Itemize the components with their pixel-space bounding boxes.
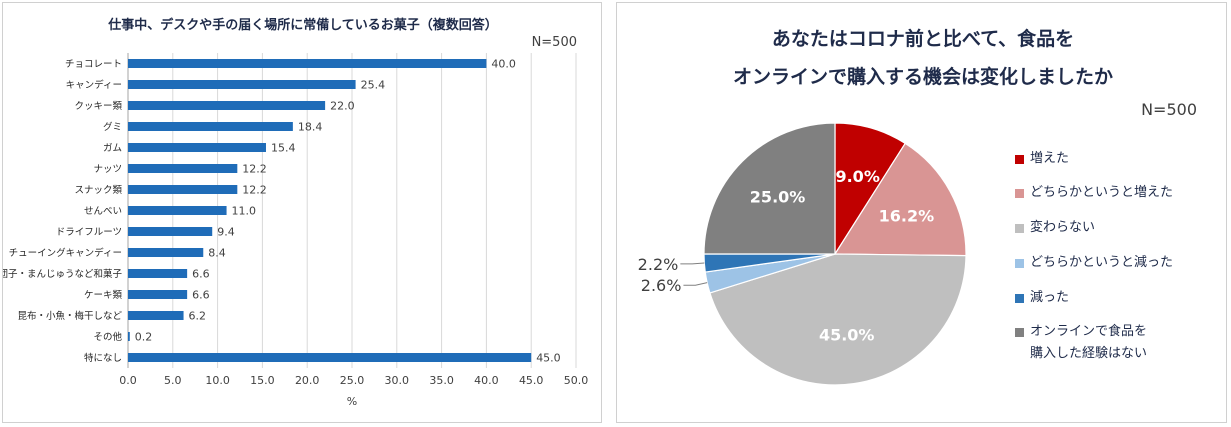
bar bbox=[128, 332, 130, 341]
category-label: スナック類 bbox=[74, 185, 122, 196]
bar-value-label: 9.4 bbox=[217, 226, 235, 239]
pie-leader-line bbox=[683, 282, 708, 286]
bar bbox=[128, 80, 356, 89]
pie-slice bbox=[833, 142, 967, 257]
bar bbox=[128, 206, 227, 215]
x-tick-label: 20.0 bbox=[295, 374, 320, 387]
category-label: チョコレート bbox=[65, 59, 122, 70]
x-axis-label: % bbox=[347, 395, 357, 408]
bar-value-label: 0.2 bbox=[135, 331, 153, 344]
category-label: ドライフルーツ bbox=[56, 227, 122, 238]
category-label: 特になし bbox=[84, 352, 122, 364]
bar-value-label: 12.2 bbox=[242, 184, 267, 197]
legend-swatch bbox=[1015, 328, 1024, 337]
bar bbox=[128, 290, 188, 299]
category-label: ナッツ bbox=[93, 164, 122, 175]
category-label: せんべい bbox=[84, 206, 122, 217]
pie-leader-line bbox=[680, 262, 705, 265]
legend-item: どちらかというと減った bbox=[1015, 252, 1173, 274]
legend-item: 変わらない bbox=[1015, 217, 1095, 239]
pie-chart-title-line-1: あなたはコロナ前と比べて、食品を bbox=[772, 27, 1074, 50]
bar-value-label: 15.4 bbox=[271, 142, 296, 155]
bar-value-label: 12.2 bbox=[242, 163, 267, 176]
legend-label: 増えた bbox=[1030, 151, 1070, 166]
pie-chart-title-line-2: オンラインで購入する機会は変化しましたか bbox=[733, 65, 1113, 88]
pie-chart-panel: あなたはコロナ前と比べて、食品をオンラインで購入する機会は変化しましたか N=50… bbox=[616, 2, 1227, 423]
legend-swatch bbox=[1015, 224, 1024, 233]
pie-slice-label: 2.2% bbox=[638, 255, 679, 274]
x-tick-label: 35.0 bbox=[429, 374, 454, 387]
x-tick-label: 45.0 bbox=[519, 374, 544, 387]
bar bbox=[128, 311, 184, 320]
bar-value-label: 40.0 bbox=[491, 58, 516, 71]
pie-slice-label: 9.0% bbox=[835, 167, 879, 186]
bar-value-label: 6.2 bbox=[189, 310, 207, 323]
bar-value-label: 22.0 bbox=[330, 100, 355, 113]
x-tick-label: 30.0 bbox=[385, 374, 410, 387]
legend-item: オンラインで食品を 購入した経験はない bbox=[1015, 321, 1147, 365]
category-label: ケーキ類 bbox=[84, 290, 123, 301]
bar-value-label: 6.6 bbox=[192, 268, 210, 281]
bar bbox=[128, 101, 326, 110]
x-tick-label: 25.0 bbox=[340, 374, 365, 387]
bar-value-label: 6.6 bbox=[192, 289, 210, 302]
bar bbox=[128, 164, 238, 173]
pie-chart-n-label: N=500 bbox=[1141, 100, 1197, 119]
category-label: ガム bbox=[103, 143, 122, 154]
pie-slice-label: 2.6% bbox=[641, 276, 682, 295]
bar bbox=[128, 353, 532, 362]
bar bbox=[128, 143, 266, 152]
category-label: キャンディー bbox=[66, 79, 122, 91]
bar-value-label: 8.4 bbox=[208, 247, 226, 260]
bar bbox=[128, 227, 213, 236]
bar-value-label: 45.0 bbox=[536, 352, 561, 365]
bar bbox=[128, 185, 238, 194]
bar-chart: 仕事中、デスクや手の届く場所に常備しているお菓子（複数回答） N=500 0.0 5.… bbox=[3, 17, 589, 408]
bar-value-label: 11.0 bbox=[232, 205, 257, 218]
x-tick-label: 5.0 bbox=[164, 374, 182, 387]
category-label: チューイングキャンディー bbox=[9, 247, 122, 259]
pie-slice bbox=[709, 253, 967, 386]
pie-slice-label: 16.2% bbox=[879, 206, 935, 225]
category-label: その他 bbox=[93, 331, 122, 343]
bar-value-label: 25.4 bbox=[361, 79, 386, 92]
bar-chart-n-label: N=500 bbox=[532, 35, 577, 50]
x-tick-label: 0.0 bbox=[119, 374, 137, 387]
bar-value-label: 18.4 bbox=[298, 121, 323, 134]
x-tick-label: 15.0 bbox=[250, 374, 275, 387]
legend-label: 減った bbox=[1030, 290, 1070, 305]
legend-swatch bbox=[1015, 155, 1024, 164]
bar-chart-panel: 仕事中、デスクや手の届く場所に常備しているお菓子（複数回答） N=500 0.0 5.… bbox=[2, 2, 602, 423]
legend-item: 減った bbox=[1015, 287, 1069, 309]
x-tick-label: 10.0 bbox=[205, 374, 230, 387]
category-label: グミ bbox=[103, 121, 122, 133]
legend-swatch bbox=[1015, 189, 1024, 198]
x-tick-label: 40.0 bbox=[474, 374, 499, 387]
legend-label: どちらかというと減った bbox=[1030, 255, 1174, 270]
pie-slice-label: 45.0% bbox=[819, 325, 875, 344]
bar bbox=[128, 59, 487, 68]
bar bbox=[128, 122, 293, 131]
bar bbox=[128, 269, 188, 278]
legend-swatch bbox=[1015, 294, 1024, 303]
category-label: 団子・まんじゅうなど和菓子 bbox=[3, 268, 122, 280]
legend-label: どちらかというと増えた bbox=[1030, 185, 1174, 200]
legend-item: どちらかというと増えた bbox=[1015, 182, 1173, 204]
legend-swatch bbox=[1015, 259, 1024, 268]
legend-item: 増えた bbox=[1015, 148, 1069, 170]
legend-label: オンラインで食品を 購入した経験はない bbox=[1030, 324, 1148, 361]
legend-label: 変わらない bbox=[1030, 220, 1096, 235]
bar-chart-title: 仕事中、デスクや手の届く場所に常備しているお菓子（複数回答） bbox=[107, 17, 498, 33]
category-label: クッキー類 bbox=[74, 101, 122, 112]
pie-slice-label: 25.0% bbox=[750, 188, 806, 207]
x-tick-label: 50.0 bbox=[564, 374, 589, 387]
category-label: 昆布・小魚・梅干しなど bbox=[17, 310, 122, 322]
bar bbox=[128, 248, 204, 257]
pie-slice bbox=[703, 122, 836, 255]
